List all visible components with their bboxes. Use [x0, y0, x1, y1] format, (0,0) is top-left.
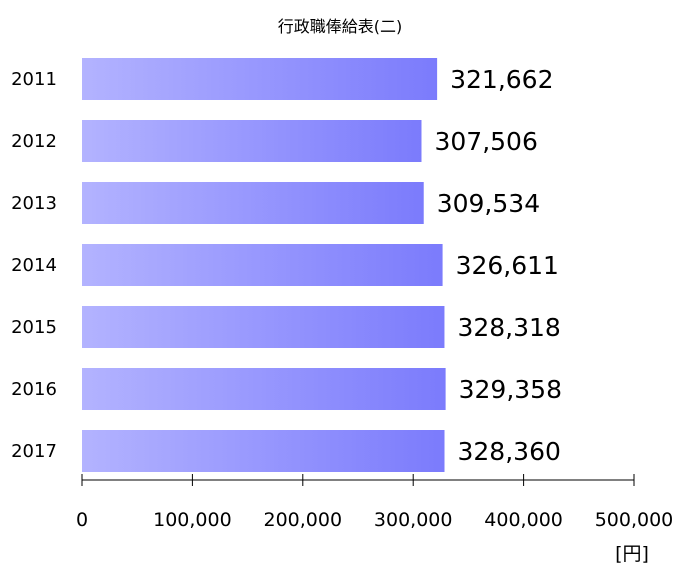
x-tick-label-400000: 400,000	[484, 509, 563, 531]
bar-2017	[82, 430, 445, 472]
bar-2015	[82, 306, 445, 348]
bar-2011	[82, 58, 438, 100]
x-tick-label-300000: 300,000	[374, 509, 453, 531]
value-label-2017: 328,360	[458, 437, 561, 466]
category-label-2015: 2015	[11, 317, 57, 338]
value-label-2016: 329,358	[459, 375, 562, 404]
bar-2012	[82, 120, 422, 162]
x-tick-label-100000: 100,000	[153, 509, 232, 531]
category-label-2012: 2012	[11, 131, 57, 152]
value-label-2011: 321,662	[450, 65, 553, 94]
bar-2014	[82, 244, 443, 286]
x-tick-label-200000: 200,000	[264, 509, 343, 531]
bar-2016	[82, 368, 446, 410]
category-label-2016: 2016	[11, 379, 57, 400]
category-label-2017: 2017	[11, 441, 57, 462]
x-tick-label-500000: 500,000	[595, 509, 674, 531]
chart-title: 行政職俸給表(二)	[278, 17, 403, 36]
category-label-2014: 2014	[11, 255, 57, 276]
category-label-2013: 2013	[11, 193, 57, 214]
bar-2013	[82, 182, 424, 224]
value-label-2014: 326,611	[456, 251, 559, 280]
category-label-2011: 2011	[11, 69, 57, 90]
value-label-2013: 309,534	[437, 189, 540, 218]
unit-label: [円]	[615, 543, 649, 565]
x-axis: 0 100,000 200,000 300,000 400,000 500,000	[76, 474, 673, 531]
value-label-2015: 328,318	[457, 313, 560, 342]
bars-layer: 2011 321,662 2012 307,506 2013 309,534 2014 326…	[11, 58, 562, 472]
value-label-2012: 307,506	[434, 127, 537, 156]
x-tick-label-0: 0	[76, 509, 88, 531]
